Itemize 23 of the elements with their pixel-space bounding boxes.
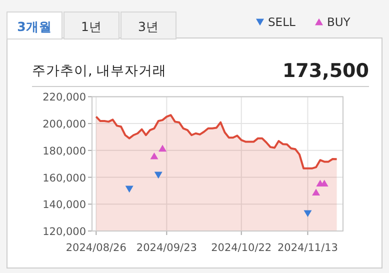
legend-label: BUY xyxy=(327,15,352,29)
y-tick-label: 120,000 xyxy=(42,226,86,238)
text: 173,500 xyxy=(282,60,369,82)
point xyxy=(125,186,134,193)
text: 1년 xyxy=(81,19,102,34)
y-tick-label: 160,000 xyxy=(42,172,86,184)
text: 3년 xyxy=(138,19,159,34)
y-tick-label: 140,000 xyxy=(42,199,86,212)
point xyxy=(312,188,320,196)
point xyxy=(158,144,167,152)
point xyxy=(150,152,158,160)
y-tick-label: 180,000 xyxy=(42,145,86,158)
y-tick-label: 220,000 xyxy=(42,92,86,104)
x-tick-label: 2024/09/23 xyxy=(136,242,197,254)
point xyxy=(304,210,312,218)
chart-title: 주가추이, 내부자거래 xyxy=(32,63,167,79)
x-tick-label: 2024/11/13 xyxy=(277,242,338,254)
x-tick-label: 2024/10/22 xyxy=(211,242,272,254)
y-tick-label: 200,000 xyxy=(42,118,86,131)
x-tick-label: 2024/08/26 xyxy=(66,242,127,254)
text: 3개월 xyxy=(17,19,52,34)
point xyxy=(154,172,162,179)
legend-label: SELL xyxy=(268,15,296,29)
